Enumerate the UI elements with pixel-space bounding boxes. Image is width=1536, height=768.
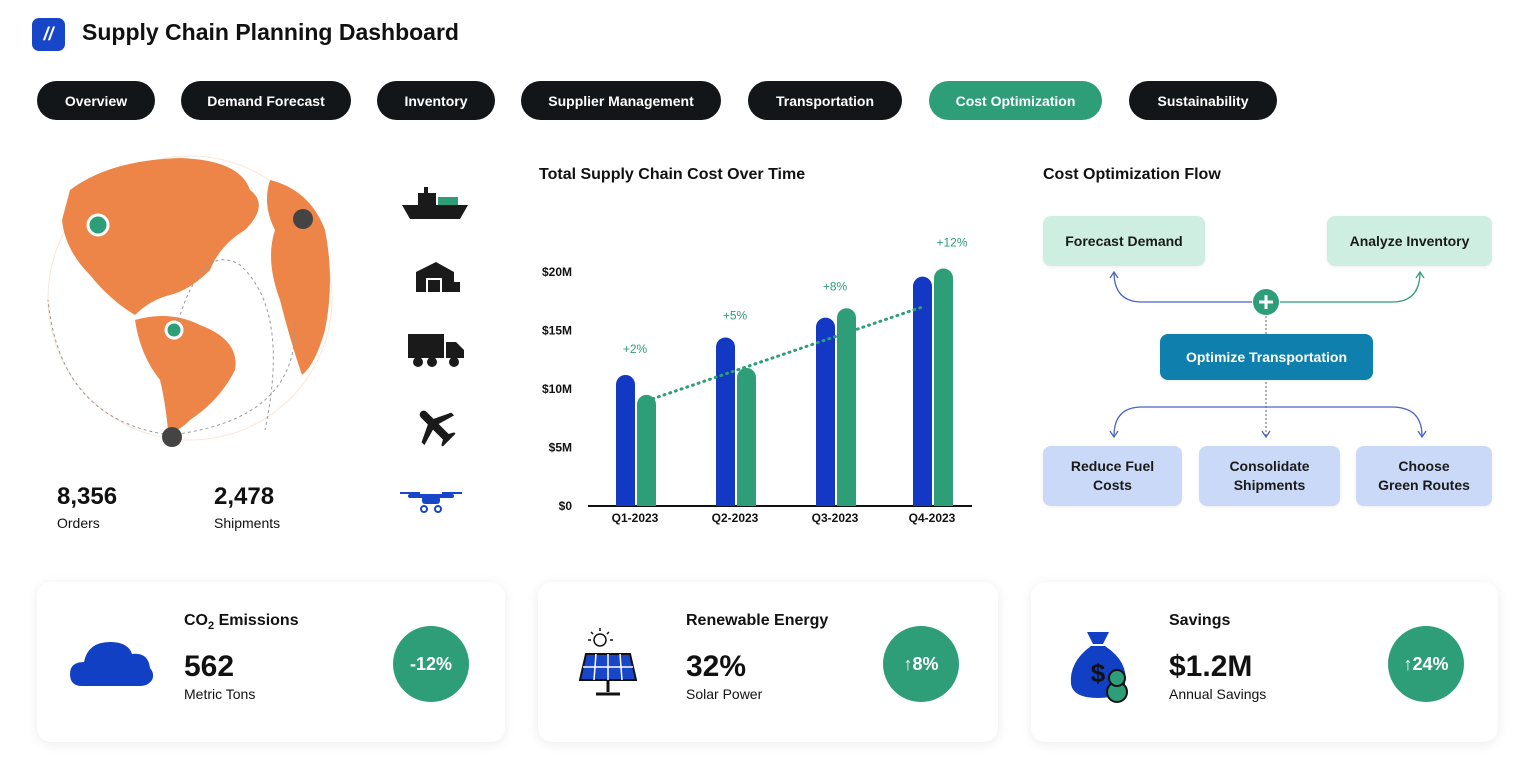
node-line: Costs — [1093, 477, 1132, 493]
card-subtitle: Solar Power — [686, 686, 763, 702]
location-pin — [86, 213, 110, 237]
node-line: Shipments — [1233, 477, 1306, 493]
growth-annotation: +8% — [823, 279, 848, 293]
card-value: 32% — [686, 650, 747, 683]
shipments-label: Shipments — [214, 515, 281, 531]
card-title: CO2 Emissions — [184, 612, 299, 632]
shipments-stat: 2,478 Shipments — [214, 483, 280, 531]
x-tick-label: Q3-2023 — [812, 511, 859, 525]
trend-line — [645, 305, 924, 403]
change-badge: ↑24% — [1388, 626, 1464, 702]
truck-icon — [408, 334, 464, 367]
bar-blue — [816, 317, 835, 506]
title-text: Emissions — [214, 612, 299, 629]
flow-title: Cost Optimization Flow — [1043, 166, 1221, 183]
ship-icon — [402, 187, 468, 219]
bar-blue — [616, 374, 635, 506]
node-line: Consolidate — [1229, 458, 1310, 474]
bar-green — [637, 394, 656, 506]
change-badge: -12% — [393, 626, 469, 702]
globe-map — [47, 155, 333, 447]
x-tick-label: Q1-2023 — [612, 511, 659, 525]
card-value: $1.2M — [1169, 650, 1253, 683]
page-title: Supply Chain Planning Dashboard — [82, 19, 459, 45]
x-tick-label: Q4-2023 — [909, 511, 956, 525]
title-text: CO — [184, 612, 208, 629]
africa-europe-shape — [266, 180, 330, 375]
flow-node-forecast-demand: Forecast Demand — [1043, 216, 1205, 266]
money-bag-icon: $ — [1070, 632, 1128, 703]
bar-green — [837, 308, 856, 506]
growth-annotation: +5% — [723, 309, 748, 323]
renewable-energy-card: Renewable Energy 32% Solar Power ↑8% — [538, 582, 998, 742]
x-tick-label: Q2-2023 — [712, 511, 759, 525]
bar-green — [737, 367, 756, 506]
app-logo-icon: // — [32, 18, 65, 51]
solar-panel-icon — [578, 628, 638, 696]
warehouse-icon — [416, 262, 460, 292]
flow-node-choose-green-routes: Choose Green Routes — [1356, 446, 1492, 506]
location-pin — [162, 427, 182, 447]
tab-overview[interactable]: Overview — [37, 81, 155, 120]
card-title: Renewable Energy — [686, 612, 829, 629]
bar-blue — [716, 337, 735, 506]
drone-icon — [400, 492, 462, 513]
title-subscript: 2 — [208, 620, 215, 633]
card-subtitle: Metric Tons — [184, 686, 256, 702]
y-tick-label: $0 — [559, 499, 573, 513]
orders-stat: 8,356 Orders — [57, 483, 117, 531]
flow-node-reduce-fuel-costs: Reduce Fuel Costs — [1043, 446, 1182, 506]
growth-annotation: +12% — [936, 235, 967, 249]
change-badge: ↑8% — [883, 626, 959, 702]
node-line: Green Routes — [1378, 477, 1470, 493]
y-tick-label: $10M — [542, 382, 572, 396]
orders-value: 8,356 — [57, 483, 118, 510]
bar-blue — [913, 276, 932, 506]
savings-card: $ Savings $1.2M Annual Savings ↑24% — [1031, 582, 1498, 742]
tab-cost-optimization[interactable]: Cost Optimization — [929, 81, 1102, 120]
tab-sustainability[interactable]: Sustainability — [1129, 81, 1277, 120]
y-tick-label: $5M — [549, 441, 572, 455]
south-america-shape — [135, 316, 236, 432]
node-line: Reduce Fuel — [1070, 458, 1155, 474]
flow-node-consolidate-shipments: Consolidate Shipments — [1199, 446, 1340, 506]
node-line: Choose — [1398, 458, 1450, 474]
y-tick-label: $20M — [542, 265, 572, 279]
co2-emissions-card: CO2 Emissions 562 Metric Tons -12% — [37, 582, 505, 742]
north-america-shape — [62, 158, 259, 315]
svg-text:$: $ — [1091, 658, 1106, 688]
flow-connectors — [1109, 270, 1427, 439]
card-value: 562 — [184, 650, 235, 683]
flow-node-analyze-inventory: Analyze Inventory — [1327, 216, 1492, 266]
shipments-value: 2,478 — [214, 483, 275, 510]
tab-transportation[interactable]: Transportation — [748, 81, 902, 120]
growth-annotation: +2% — [623, 342, 648, 356]
location-pin — [293, 209, 313, 229]
cloud-icon — [70, 642, 154, 686]
y-tick-label: $15M — [542, 324, 572, 338]
location-pin — [164, 320, 184, 340]
tab-inventory[interactable]: Inventory — [377, 81, 495, 120]
card-subtitle: Annual Savings — [1169, 686, 1267, 702]
orders-label: Orders — [57, 515, 100, 531]
flow-node-optimize-transportation: Optimize Transportation — [1160, 334, 1373, 380]
tab-supplier-management[interactable]: Supplier Management — [521, 81, 721, 120]
tab-demand-forecast[interactable]: Demand Forecast — [181, 81, 351, 120]
cost-bar-chart: $0 $5M $10M $15M $20M Q1-2023 +2% Q2-2023 +5% Q3-… — [542, 235, 972, 525]
bar-green — [934, 268, 953, 506]
chart-title: Total Supply Chain Cost Over Time — [539, 166, 806, 183]
airplane-icon — [419, 410, 456, 447]
card-title: Savings — [1169, 612, 1231, 629]
